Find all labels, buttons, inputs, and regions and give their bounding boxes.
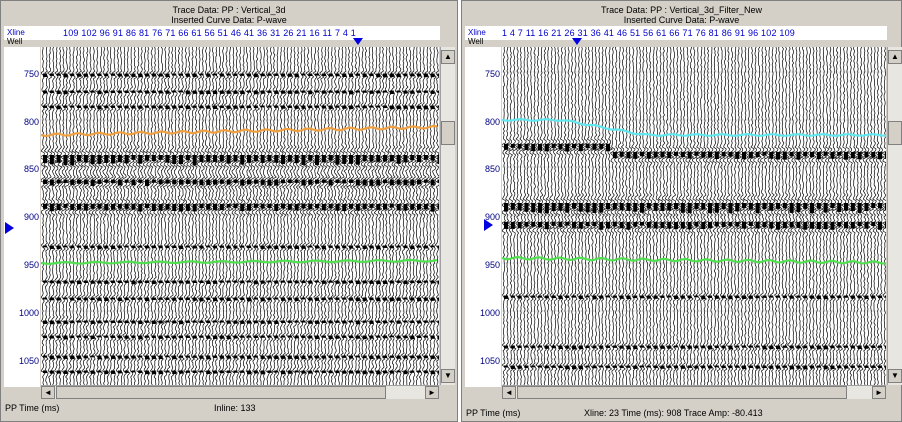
left-scroll-left-button[interactable]: ◄ — [41, 386, 55, 399]
right-scroll-left-button[interactable]: ◄ — [502, 386, 516, 399]
right-xline-header — [465, 26, 887, 40]
right-seismic-section[interactable] — [502, 47, 886, 385]
right-tick-950: 950 — [484, 260, 500, 270]
right-status-axis-label: PP Time (ms) — [466, 408, 521, 418]
left-tick-750: 750 — [23, 69, 39, 79]
right-horizontal-scrollbar[interactable]: ◄ ► — [502, 385, 886, 399]
left-xline-header — [4, 26, 440, 40]
right-tick-1050: 1050 — [479, 356, 500, 366]
left-tick-850: 850 — [23, 164, 39, 174]
left-tick-1000: 1000 — [18, 308, 39, 318]
left-horizontal-scrollbar[interactable]: ◄ ► — [41, 385, 439, 399]
left-trace-title: Trace Data: PP : Vertical_3d — [172, 5, 286, 15]
right-scroll-down-button[interactable]: ▼ — [888, 369, 902, 383]
left-tick-900: 900 — [23, 212, 39, 222]
right-hscroll-thumb[interactable] — [517, 386, 847, 399]
left-scroll-right-button[interactable]: ► — [425, 386, 439, 399]
left-tick-800: 800 — [23, 117, 39, 127]
left-curve-title: Inserted Curve Data: P-wave — [171, 15, 287, 25]
right-xline-numbers: 1 4 7 11 16 21 26 31 36 41 46 51 56 61 6… — [502, 28, 795, 38]
right-curve-title: Inserted Curve Data: P-wave — [623, 15, 740, 25]
left-vscroll-thumb[interactable] — [441, 121, 455, 145]
left-scroll-up-button[interactable]: ▲ — [441, 50, 455, 64]
right-well-label: Well — [468, 37, 484, 46]
left-well-marker-icon[interactable] — [353, 38, 363, 45]
right-scroll-right-button[interactable]: ► — [872, 386, 886, 399]
left-panel: Trace Data: PP : Vertical_3d Inserted Cu… — [0, 0, 458, 422]
right-tick-800: 800 — [484, 117, 500, 127]
left-well-label: Well — [7, 37, 23, 46]
left-tick-1050: 1050 — [18, 356, 39, 366]
left-tick-950: 950 — [23, 260, 39, 270]
right-status-readout: Xline: 23 Time (ms): 908 Trace Amp: -80.… — [584, 408, 763, 418]
right-vertical-scrollbar[interactable]: ▲ ▼ — [887, 47, 902, 385]
right-scroll-up-button[interactable]: ▲ — [888, 50, 902, 64]
right-tick-750: 750 — [484, 69, 500, 79]
right-tick-900: 900 — [484, 212, 500, 222]
right-time-marker-icon[interactable] — [484, 219, 493, 231]
right-vscroll-thumb[interactable] — [888, 121, 902, 145]
left-time-axis — [4, 47, 40, 387]
left-xline-label: Xline — [7, 28, 25, 37]
right-panel: Trace Data: PP : Vertical_3d_Filter_New … — [461, 0, 902, 422]
right-well-marker-icon[interactable] — [572, 38, 582, 45]
left-scroll-down-button[interactable]: ▼ — [441, 369, 455, 383]
right-time-axis — [465, 47, 501, 387]
right-tick-1000: 1000 — [479, 308, 500, 318]
right-xline-label: Xline — [468, 28, 486, 37]
right-tick-850: 850 — [484, 164, 500, 174]
left-xline-numbers: 109 102 96 91 86 81 76 71 66 61 56 51 46… — [63, 28, 356, 38]
left-seismic-section[interactable] — [41, 47, 439, 385]
left-hscroll-thumb[interactable] — [56, 386, 386, 399]
left-vertical-scrollbar[interactable]: ▲ ▼ — [440, 47, 455, 385]
right-trace-title: Trace Data: PP : Vertical_3d_Filter_New — [600, 5, 763, 15]
left-time-marker-icon[interactable] — [5, 222, 14, 234]
left-status-inline: Inline: 133 — [214, 403, 256, 413]
left-status-axis-label: PP Time (ms) — [5, 403, 60, 413]
